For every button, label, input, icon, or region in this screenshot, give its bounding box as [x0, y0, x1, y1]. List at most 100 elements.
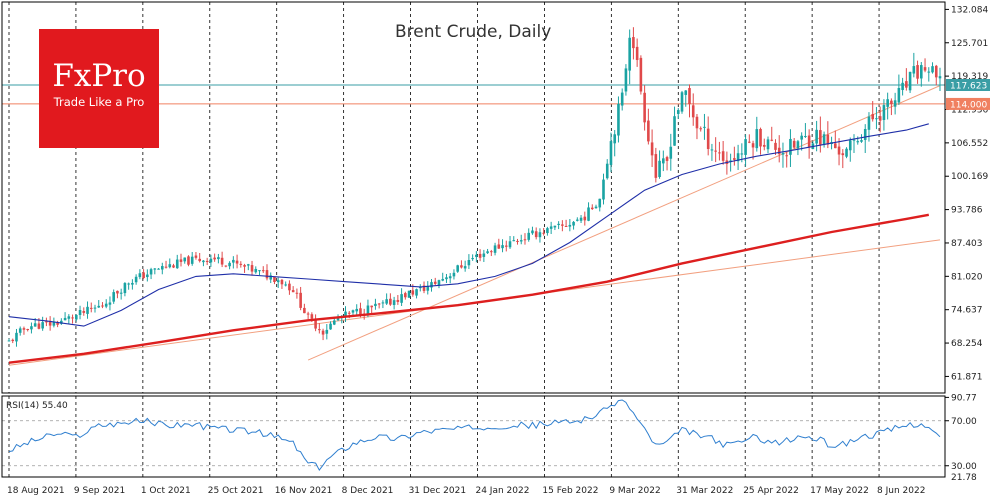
candle-body [321, 330, 325, 335]
candle-body [108, 302, 112, 305]
candle-body [377, 303, 381, 305]
candle-body [183, 257, 187, 262]
candle-body [336, 317, 340, 321]
logo-tagline: Trade Like a Pro [53, 95, 145, 109]
candle-body [852, 139, 856, 141]
candle-body [198, 258, 201, 262]
candle-body [826, 134, 830, 145]
x-tick-label: 9 Mar 2022 [609, 486, 660, 496]
candle-body [60, 320, 63, 324]
candle-body [355, 308, 359, 312]
candle-body [669, 146, 673, 159]
candle-body [392, 300, 396, 305]
candle-body [688, 88, 691, 105]
candle-body [119, 292, 123, 294]
candle-body [590, 207, 594, 210]
candle-body [714, 150, 717, 152]
candle-body [112, 292, 115, 302]
candle-body [815, 129, 818, 144]
x-tick-label: 8 Jun 2022 [877, 486, 925, 496]
candle-body [804, 135, 807, 137]
candle-body [639, 57, 643, 92]
candle-body [407, 290, 411, 298]
candle-body [104, 303, 108, 307]
candle-body [583, 216, 587, 221]
candle-body [486, 251, 489, 254]
candle-body [261, 270, 265, 272]
y-tick-label: 61.871 [951, 372, 983, 382]
candle-body [89, 307, 93, 309]
y-tick-label: 93.786 [951, 206, 983, 216]
candle-body [938, 76, 942, 79]
candle-body [632, 37, 635, 49]
candle-body [740, 153, 744, 155]
candle-body [875, 118, 878, 120]
candle-body [303, 307, 306, 314]
x-tick-label: 25 Oct 2021 [208, 486, 264, 496]
candle-body [18, 328, 22, 333]
candle-body [134, 276, 138, 283]
candle-body [856, 141, 860, 143]
candle-body [224, 265, 228, 267]
candle-body [56, 322, 59, 325]
candle-body [71, 317, 74, 319]
candle-body [478, 253, 482, 258]
candle-body [819, 130, 822, 145]
candle-body [721, 151, 725, 161]
candle-body [748, 141, 751, 143]
candle-body [48, 320, 52, 326]
candle-body [673, 116, 676, 146]
candle-body [347, 312, 351, 314]
price-panel-frame [1, 1, 946, 394]
candle-body [217, 257, 220, 260]
candle-body [905, 81, 908, 88]
candle-body [131, 282, 134, 285]
candle-body [665, 157, 669, 161]
candle-body [291, 290, 295, 293]
candle-body [232, 259, 235, 263]
candle-body [654, 154, 658, 178]
candle-body [650, 142, 654, 156]
grid-layer [8, 2, 880, 477]
candle-body [396, 299, 400, 302]
candle-body [37, 323, 41, 329]
candle-body [781, 153, 785, 155]
candle-body [452, 272, 456, 277]
candle-body [41, 322, 44, 329]
rsi-bottom-tick-label: 21.78 [951, 473, 977, 483]
candle-body [867, 116, 871, 130]
candle-body [86, 306, 89, 314]
candle-body [662, 158, 665, 164]
candle-body [531, 230, 534, 234]
candle-body [138, 273, 142, 278]
candle-body [385, 299, 388, 304]
candle-body [523, 239, 527, 241]
candle-body [239, 263, 243, 265]
candle-body [822, 134, 826, 145]
candle-body [273, 276, 276, 283]
x-tick-label: 1 Oct 2021 [141, 486, 191, 496]
candle-body [635, 46, 639, 61]
candle-body [254, 268, 258, 273]
candle-body [647, 120, 650, 142]
candle-body [332, 320, 336, 325]
candle-body [927, 71, 931, 73]
candle-body [762, 144, 766, 147]
candle-body [931, 66, 934, 73]
candle-body [579, 217, 583, 221]
price-tag-bg [946, 78, 990, 91]
x-tick-label: 31 Dec 2021 [409, 486, 467, 496]
candle-body [213, 257, 216, 260]
candle-body [351, 310, 355, 313]
candle-body [475, 254, 478, 257]
candle-body [370, 305, 373, 308]
candle-body [295, 292, 299, 294]
candle-body [463, 266, 467, 269]
candle-body [658, 160, 661, 178]
candle-body [430, 282, 433, 288]
candle-body [703, 126, 706, 128]
candle-body [306, 313, 310, 315]
candle-body [460, 265, 463, 268]
y-tick-label: 125.701 [951, 39, 988, 49]
candle-body [194, 255, 198, 258]
